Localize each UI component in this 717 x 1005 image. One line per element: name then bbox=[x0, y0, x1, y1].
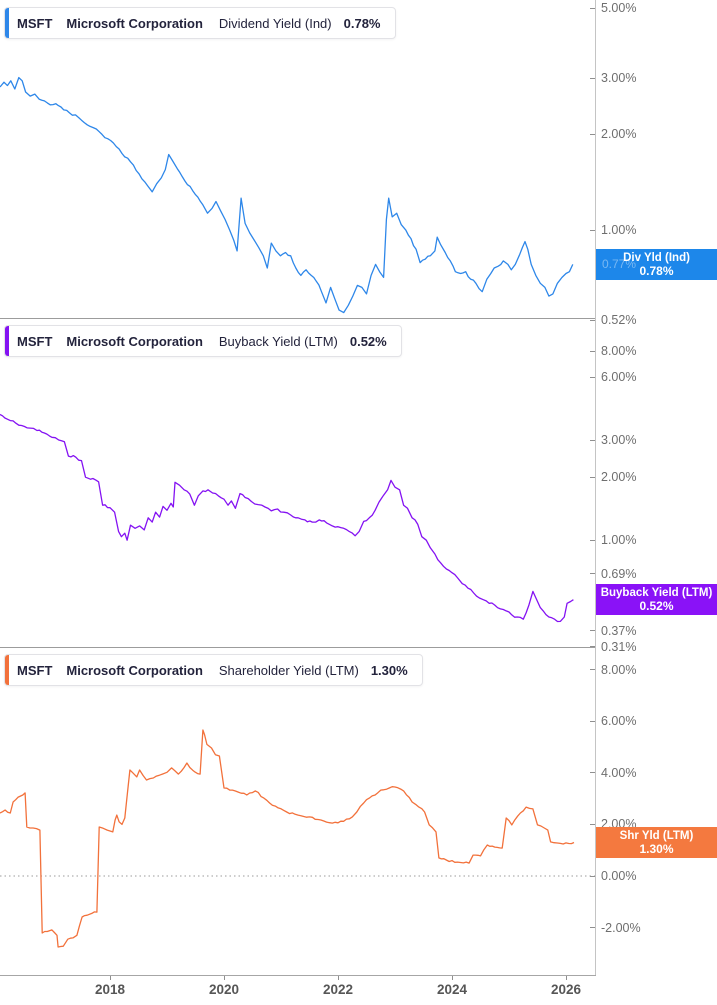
legend-metric: Dividend Yield (Ind) bbox=[218, 15, 332, 31]
y-axis-tick bbox=[590, 476, 595, 478]
y-axis-tick bbox=[590, 229, 595, 231]
legend-ticker: MSFT bbox=[17, 15, 53, 31]
x-axis-tick bbox=[110, 976, 111, 980]
badge-label: Buyback Yield (LTM) bbox=[600, 586, 713, 599]
series-line-2 bbox=[0, 729, 575, 948]
y-axis-tick bbox=[590, 439, 595, 441]
legend-chip-buyback-yield[interactable]: MSFT Microsoft Corporation Buyback Yield… bbox=[4, 325, 402, 357]
legend-metric: Buyback Yield (LTM) bbox=[218, 333, 338, 349]
x-axis-tick-label: 2018 bbox=[94, 982, 126, 997]
y-axis-tick bbox=[590, 875, 595, 877]
panel-divider-2[interactable] bbox=[0, 647, 596, 648]
badge-value: 0.78% bbox=[639, 263, 674, 278]
y-axis-tick-label: 1.00% bbox=[601, 533, 637, 548]
y-axis-tick bbox=[590, 376, 595, 378]
last-value-badge-div-yld: 0.77% Div Yld (Ind) 0.78% bbox=[596, 249, 717, 280]
y-axis-tick-label: 2.00% bbox=[601, 127, 637, 142]
y-axis-tick bbox=[590, 319, 595, 321]
x-axis-line bbox=[0, 975, 596, 976]
badge-label: Shr Yld (LTM) bbox=[619, 829, 694, 842]
y-axis-tick-label: 0.52% bbox=[601, 313, 637, 328]
badge-value: 1.30% bbox=[639, 841, 674, 856]
y-axis-tick-label: 6.00% bbox=[601, 370, 637, 385]
y-axis-tick-label: 8.00% bbox=[601, 344, 637, 358]
y-axis-tick-label: 2.00% bbox=[601, 470, 637, 485]
series-color-bar bbox=[5, 655, 9, 685]
badge-value: 0.52% bbox=[639, 598, 674, 613]
series-color-bar bbox=[5, 8, 9, 38]
x-axis-tick bbox=[566, 976, 567, 980]
legend-chip-dividend-yield[interactable]: MSFT Microsoft Corporation Dividend Yiel… bbox=[4, 7, 396, 39]
legend-ticker: MSFT bbox=[17, 662, 53, 678]
y-axis-tick-label: 4.00% bbox=[601, 765, 637, 780]
y-axis-tick-label: 0.31% bbox=[601, 639, 637, 654]
y-axis-tick bbox=[590, 927, 595, 929]
legend-company: Microsoft Corporation bbox=[66, 662, 203, 678]
legend-value: 0.78% bbox=[343, 15, 381, 31]
y-axis-tick-label: 0.37% bbox=[601, 623, 637, 638]
y-axis-tick bbox=[590, 77, 595, 79]
y-axis-tick-label: 3.00% bbox=[601, 71, 637, 86]
series-line-1 bbox=[0, 413, 574, 623]
x-axis-tick bbox=[338, 976, 339, 980]
series-color-bar bbox=[5, 326, 9, 356]
y-axis-tick-label: 0.00% bbox=[601, 869, 637, 883]
y-axis-tick bbox=[590, 630, 595, 632]
x-axis-tick-label: 2020 bbox=[208, 982, 240, 997]
y-axis-tick bbox=[590, 772, 595, 774]
x-axis-tick-label: 2024 bbox=[436, 982, 468, 997]
legend-company: Microsoft Corporation bbox=[66, 15, 203, 31]
y-axis-tick bbox=[590, 539, 595, 541]
y-axis-tick bbox=[590, 7, 595, 9]
legend-value: 0.52% bbox=[349, 333, 387, 349]
y-axis-tick-label: 5.00% bbox=[601, 1, 637, 15]
x-axis-tick bbox=[224, 976, 225, 980]
ghost-axis-label: 0.77% bbox=[602, 257, 637, 271]
y-axis-tick bbox=[590, 720, 595, 722]
y-axis-tick bbox=[590, 573, 595, 575]
y-axis-tick bbox=[590, 669, 595, 671]
price-plot-canvas[interactable] bbox=[0, 0, 717, 975]
y-axis-spine[interactable] bbox=[595, 0, 596, 975]
y-axis-tick-label: 0.69% bbox=[601, 566, 637, 581]
series-line-0 bbox=[0, 76, 574, 314]
legend-chip-shareholder-yield[interactable]: MSFT Microsoft Corporation Shareholder Y… bbox=[4, 654, 423, 686]
y-axis-tick-label: 8.00% bbox=[601, 662, 637, 677]
legend-company: Microsoft Corporation bbox=[66, 333, 203, 349]
x-axis-tick bbox=[452, 976, 453, 980]
last-value-badge-shr-yld: Shr Yld (LTM) 1.30% bbox=[596, 827, 717, 858]
x-axis-tick-label: 2026 bbox=[550, 982, 582, 997]
y-axis-tick-label: 1.00% bbox=[601, 223, 637, 238]
badge-label: Div Yld (Ind) bbox=[623, 251, 690, 264]
legend-metric: Shareholder Yield (LTM) bbox=[218, 662, 359, 678]
y-axis-tick-label: -2.00% bbox=[601, 920, 641, 935]
y-axis-tick bbox=[590, 823, 595, 825]
panel-divider-1[interactable] bbox=[0, 318, 596, 319]
y-axis-tick bbox=[590, 350, 595, 352]
last-value-badge-buyback-yld: Buyback Yield (LTM) 0.52% bbox=[596, 584, 717, 615]
legend-ticker: MSFT bbox=[17, 333, 53, 349]
x-axis-tick-label: 2022 bbox=[322, 982, 354, 997]
y-axis-tick bbox=[590, 646, 595, 648]
y-axis-tick-label: 6.00% bbox=[601, 714, 637, 729]
legend-value: 1.30% bbox=[370, 662, 408, 678]
y-axis-tick-label: 3.00% bbox=[601, 433, 637, 448]
y-axis-tick bbox=[590, 133, 595, 135]
